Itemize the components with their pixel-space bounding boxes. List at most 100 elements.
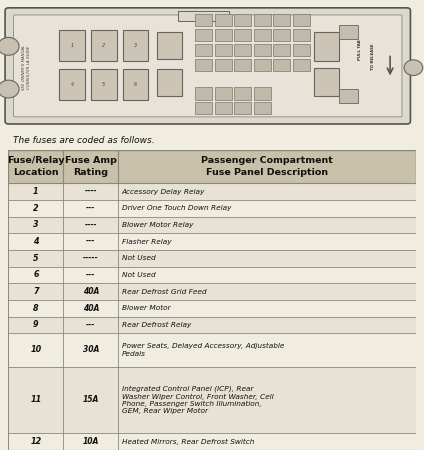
Text: Rear Defrost Relay: Rear Defrost Relay (122, 322, 191, 328)
Text: Blower Motor Relay: Blower Motor Relay (122, 222, 193, 228)
Bar (157, 69, 182, 96)
Text: PULL TAB: PULL TAB (358, 40, 363, 60)
Bar (59, 69, 85, 100)
Bar (8, 367, 416, 433)
Bar (195, 59, 212, 71)
Text: 2: 2 (102, 43, 106, 48)
Bar (8, 183, 416, 200)
Text: 10A: 10A (83, 437, 99, 446)
Text: Not Used: Not Used (122, 255, 155, 261)
Text: 8: 8 (33, 304, 39, 313)
Text: Fuse/Relay
Location: Fuse/Relay Location (7, 157, 65, 176)
Bar (8, 333, 416, 367)
Bar (273, 44, 290, 56)
Text: 7: 7 (33, 287, 39, 296)
Text: ---: --- (86, 204, 95, 213)
Bar (273, 14, 290, 27)
Text: Power Seats, Delayed Accessory, Adjustable
Pedals: Power Seats, Delayed Accessory, Adjustab… (122, 343, 284, 357)
Text: 5: 5 (102, 82, 106, 87)
Text: 6: 6 (33, 270, 39, 279)
Text: 10: 10 (31, 346, 42, 355)
Bar (195, 44, 212, 56)
Bar (8, 300, 416, 317)
Bar (157, 32, 182, 59)
Text: 4: 4 (70, 82, 74, 87)
Bar (254, 29, 271, 41)
Bar (91, 69, 117, 100)
Text: Driver One Touch Down Relay: Driver One Touch Down Relay (122, 205, 231, 211)
Circle shape (404, 60, 423, 76)
Bar (293, 59, 310, 71)
Text: 6: 6 (134, 82, 137, 87)
Bar (91, 30, 117, 61)
Bar (195, 14, 212, 27)
Bar (123, 30, 148, 61)
Text: Rear Defrost Grid Feed: Rear Defrost Grid Feed (122, 288, 206, 295)
Text: ----: ---- (85, 220, 97, 230)
Bar (273, 29, 290, 41)
Bar (8, 433, 416, 450)
Bar (215, 87, 232, 100)
Bar (254, 59, 271, 71)
Bar (293, 44, 310, 56)
Text: Integrated Control Panel (ICP), Rear
Washer Wiper Control, Front Washer, Cell
Ph: Integrated Control Panel (ICP), Rear Was… (122, 386, 273, 414)
Text: 2: 2 (33, 204, 39, 213)
Text: 40A: 40A (83, 304, 99, 313)
Text: Fuse Amp
Rating: Fuse Amp Rating (65, 157, 117, 176)
Text: TO RELEASE: TO RELEASE (371, 44, 375, 70)
Text: ----: ---- (85, 187, 97, 196)
Bar (293, 14, 310, 27)
Bar (339, 25, 358, 39)
Bar (195, 87, 212, 100)
Bar (8, 150, 416, 183)
Bar (8, 266, 416, 283)
Text: 4: 4 (33, 237, 39, 246)
Text: 12: 12 (31, 437, 42, 446)
Text: The fuses are coded as follows.: The fuses are coded as follows. (13, 135, 154, 144)
Bar (8, 200, 416, 216)
Bar (215, 59, 232, 71)
Text: 15A: 15A (83, 396, 99, 405)
Text: 5: 5 (33, 254, 39, 263)
Text: Flasher Relay: Flasher Relay (122, 238, 171, 244)
Bar (215, 29, 232, 41)
Bar (234, 14, 251, 27)
Bar (59, 30, 85, 61)
Bar (293, 29, 310, 41)
Text: Heated Mirrors, Rear Defrost Switch: Heated Mirrors, Rear Defrost Switch (122, 439, 254, 445)
Bar (234, 29, 251, 41)
Circle shape (0, 37, 19, 55)
Bar (215, 44, 232, 56)
Bar (234, 44, 251, 56)
Text: 30A: 30A (83, 346, 99, 355)
Bar (254, 14, 271, 27)
Text: 9: 9 (33, 320, 39, 329)
Bar (178, 11, 229, 21)
Bar (123, 69, 148, 100)
Bar (254, 87, 271, 100)
Text: 1: 1 (33, 187, 39, 196)
Bar (8, 216, 416, 233)
Bar (314, 32, 339, 61)
Text: 11: 11 (31, 396, 42, 405)
Bar (8, 317, 416, 333)
Bar (234, 102, 251, 114)
Bar (8, 233, 416, 250)
Text: 40A: 40A (83, 287, 99, 296)
Text: Accessory Delay Relay: Accessory Delay Relay (122, 189, 205, 194)
Bar (8, 250, 416, 266)
Text: ---: --- (86, 320, 95, 329)
Bar (254, 102, 271, 114)
Bar (234, 87, 251, 100)
Bar (314, 68, 339, 96)
Bar (215, 102, 232, 114)
Text: -----: ----- (83, 254, 99, 263)
Bar (215, 14, 232, 27)
Bar (195, 102, 212, 114)
Bar (8, 283, 416, 300)
FancyBboxPatch shape (5, 8, 410, 124)
Circle shape (0, 80, 19, 98)
FancyBboxPatch shape (14, 15, 402, 117)
Text: ---: --- (86, 237, 95, 246)
Bar (339, 89, 358, 104)
